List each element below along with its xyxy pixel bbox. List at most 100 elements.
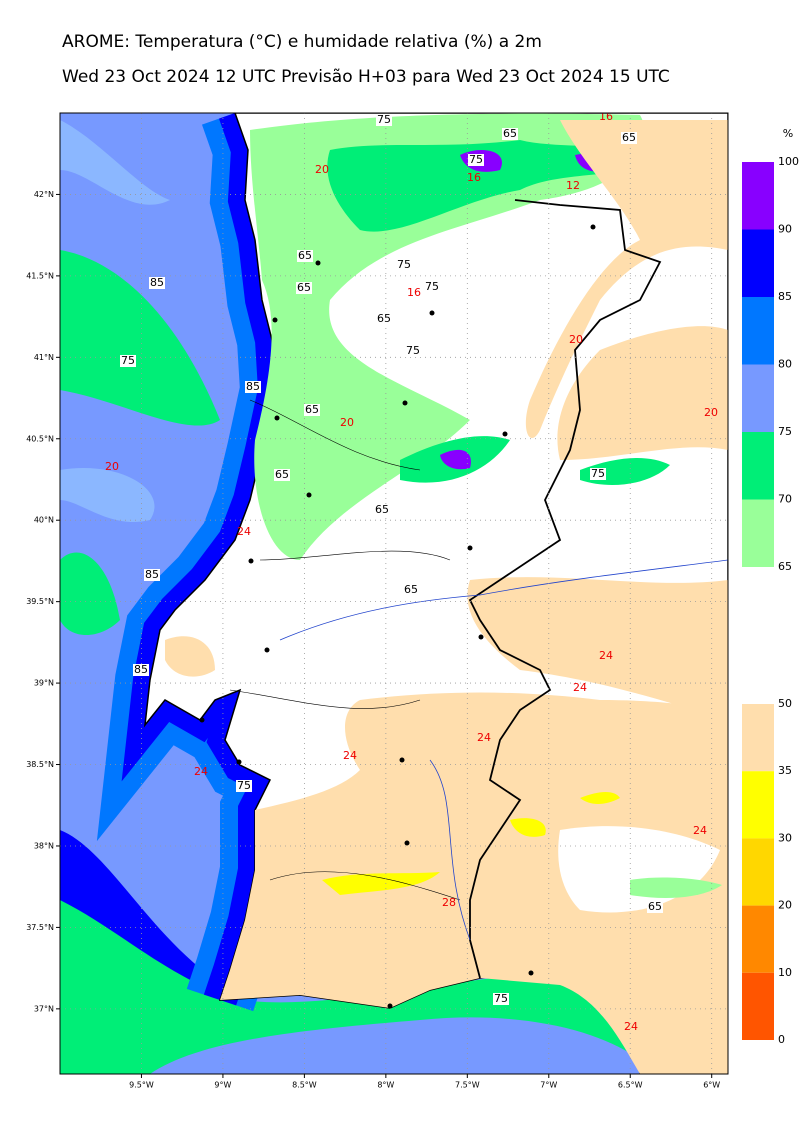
contour-label: 20 <box>315 163 329 176</box>
contour-label: 65 <box>375 503 389 516</box>
lat-label: 41°N <box>34 353 54 362</box>
contour-label: 65 <box>275 468 289 481</box>
contour-label: 24 <box>693 824 707 837</box>
contour-label: 75 <box>377 113 391 126</box>
contour-label: 85 <box>145 568 159 581</box>
contour-label-bg <box>424 281 440 293</box>
contour-label-bg <box>621 132 637 144</box>
lat-label: 38.5°N <box>26 760 54 769</box>
colorbar-segment <box>742 432 774 500</box>
ocean-band <box>60 120 170 523</box>
contour-label: 75 <box>425 280 439 293</box>
colorbar-label: 80 <box>778 358 792 371</box>
lon-label: 7°W <box>540 1081 557 1090</box>
contour-label: 85 <box>246 380 260 393</box>
contour-label-bg <box>647 901 663 913</box>
contour-label: 75 <box>469 153 483 166</box>
lat-label: 39.5°N <box>26 597 54 606</box>
lon-label: 6.5°W <box>618 1081 643 1090</box>
lon-label: 7.5°W <box>455 1081 480 1090</box>
river <box>279 559 728 941</box>
humidity-65 <box>250 113 646 560</box>
ocean-band <box>60 250 220 635</box>
contour-label: 24 <box>343 749 357 762</box>
lon-label: 6°W <box>703 1081 720 1090</box>
humidity-70 <box>327 140 670 485</box>
lat-label: 41.5°N <box>26 271 54 280</box>
contour-label: 75 <box>406 344 420 357</box>
lon-label: 9.5°W <box>129 1081 154 1090</box>
contour-label: 16 <box>599 110 613 123</box>
lon-label: 8.5°W <box>292 1081 317 1090</box>
contour-label-bg <box>396 259 412 271</box>
contour-label: 75 <box>121 354 135 367</box>
contour-label: 75 <box>591 467 605 480</box>
colorbar-segment <box>742 838 774 906</box>
lat-label: 39°N <box>34 679 54 688</box>
ocean-band <box>150 1017 640 1074</box>
colorbar-segment <box>742 499 774 567</box>
colorbar-label: 0 <box>778 1033 785 1046</box>
contour-label: 20 <box>704 406 718 419</box>
colorbar-label: 70 <box>778 493 792 506</box>
title: AROME: Temperatura (°C) e humidade relat… <box>62 32 542 52</box>
contour-label: 85 <box>150 276 164 289</box>
contour-label: 24 <box>599 649 613 662</box>
contour-label-bg <box>502 128 518 140</box>
lat-label: 40.5°N <box>26 434 54 443</box>
contour-label: 24 <box>477 731 491 744</box>
colorbar-segment <box>742 905 774 973</box>
contour-label: 85 <box>134 663 148 676</box>
colorbar-segment <box>742 972 774 1040</box>
contour-label: 16 <box>407 286 421 299</box>
contour-label-bg <box>403 584 419 596</box>
contour-label-bg <box>236 780 252 792</box>
colorbar-segment <box>742 162 774 230</box>
colorbar-label: 35 <box>778 764 792 777</box>
cities <box>199 224 596 1009</box>
contour-label-bg <box>304 404 320 416</box>
contour-label-bg <box>493 993 509 1005</box>
contour-label: 20 <box>569 333 583 346</box>
contour-label-bg <box>133 664 149 676</box>
district-line <box>229 399 461 901</box>
contour-label: 65 <box>503 127 517 140</box>
contour-label-bg <box>149 277 165 289</box>
contour-label-bg <box>405 345 421 357</box>
lat-label: 37.5°N <box>26 923 54 932</box>
contour-label: 24 <box>194 765 208 778</box>
lat-label: 40°N <box>34 516 54 525</box>
contour-label: 65 <box>648 900 662 913</box>
contour-label-bg <box>376 114 392 126</box>
contour-label-bg <box>274 469 290 481</box>
contour-label: 65 <box>377 312 391 325</box>
contour-label-bg <box>297 250 313 262</box>
contour-label: 75 <box>237 779 251 792</box>
map-frame <box>59 112 729 1075</box>
contour-label: 28 <box>442 896 456 909</box>
lat-label: 37°N <box>34 1004 54 1013</box>
contour-label: 65 <box>298 249 312 262</box>
subtitle: Wed 23 Oct 2024 12 UTC Previsão H+03 par… <box>62 67 670 87</box>
contour-label: 20 <box>340 416 354 429</box>
contour-label: 24 <box>237 525 251 538</box>
colorbar-unit: % <box>783 127 793 140</box>
colorbar-label: 100 <box>778 155 799 168</box>
colorbar-segment <box>742 704 774 772</box>
colorbar-segment <box>742 364 774 432</box>
colorbar-label: 50 <box>778 697 792 710</box>
contour-label: 75 <box>397 258 411 271</box>
humidity-35 <box>322 792 620 895</box>
colorbar-label: 10 <box>778 966 792 979</box>
colorbar-label: 20 <box>778 899 792 912</box>
contour-label: 65 <box>404 583 418 596</box>
colorbar-label: 65 <box>778 560 792 573</box>
colorbar-segment <box>742 297 774 365</box>
lon-label: 9°W <box>214 1081 231 1090</box>
contour-label: 65 <box>305 403 319 416</box>
contour-label-bg <box>296 282 312 294</box>
contour-label: 65 <box>297 281 311 294</box>
lat-label: 38°N <box>34 841 54 850</box>
colorbar-label: 30 <box>778 831 792 844</box>
